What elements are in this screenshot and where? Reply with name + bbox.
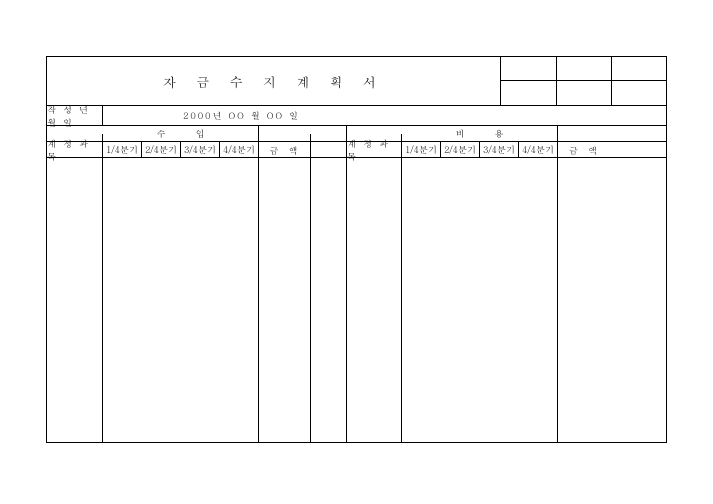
body-income-quarters	[103, 158, 259, 442]
approval-boxes	[501, 57, 666, 105]
expense-q1: 1/4분기	[402, 142, 441, 157]
approval-cell-2-1	[501, 81, 556, 105]
body-amount-left	[259, 158, 311, 442]
approval-cell-2-3	[611, 81, 666, 105]
income-q4: 4/4분기	[220, 142, 259, 157]
approval-cell-1-2	[556, 57, 611, 80]
income-q2: 2/4분기	[142, 142, 181, 157]
expense-header: 비용	[402, 126, 558, 141]
document-title: 자 금 수 지 계 획 서	[47, 57, 501, 105]
body-account-left	[47, 158, 103, 442]
data-body-row	[47, 157, 666, 442]
income-header: 수입	[103, 126, 259, 141]
header-row: 자 금 수 지 계 획 서	[47, 57, 666, 105]
body-spacer	[311, 158, 347, 442]
expense-q3: 3/4분기	[480, 142, 519, 157]
date-value: 2000년 OO 월 OO 일	[103, 106, 666, 125]
amount-header-right: 금액	[558, 134, 610, 166]
date-row: 작 성 년 월 일 2000년 OO 월 OO 일	[47, 105, 666, 125]
expense-q4: 4/4분기	[519, 142, 558, 157]
approval-cell-2-2	[556, 81, 611, 105]
approval-cell-1-3	[611, 57, 666, 80]
approval-row-1	[501, 57, 666, 81]
approval-row-2	[501, 81, 666, 105]
expense-q2: 2/4분기	[441, 142, 480, 157]
spacer-1-span	[311, 142, 347, 157]
column-headers-row-1: 계 정 과 목 수입 금액 계 정 과 목 비용 금액	[47, 125, 666, 141]
body-amount-right	[558, 158, 610, 442]
spacer-1	[311, 126, 347, 141]
account-header-right: 계 정 과 목	[347, 134, 402, 166]
form-container: 자 금 수 지 계 획 서 작 성 년 월 일 2000년 OO 월 OO 일 …	[46, 56, 667, 443]
approval-cell-1-1	[501, 57, 556, 80]
body-expense-quarters	[402, 158, 558, 442]
body-account-right	[347, 158, 402, 442]
income-q1: 1/4분기	[103, 142, 142, 157]
amount-header-left: 금액	[259, 134, 311, 166]
account-header-left: 계 정 과 목	[47, 134, 103, 166]
income-q3: 3/4분기	[181, 142, 220, 157]
date-label: 작 성 년 월 일	[47, 106, 103, 125]
